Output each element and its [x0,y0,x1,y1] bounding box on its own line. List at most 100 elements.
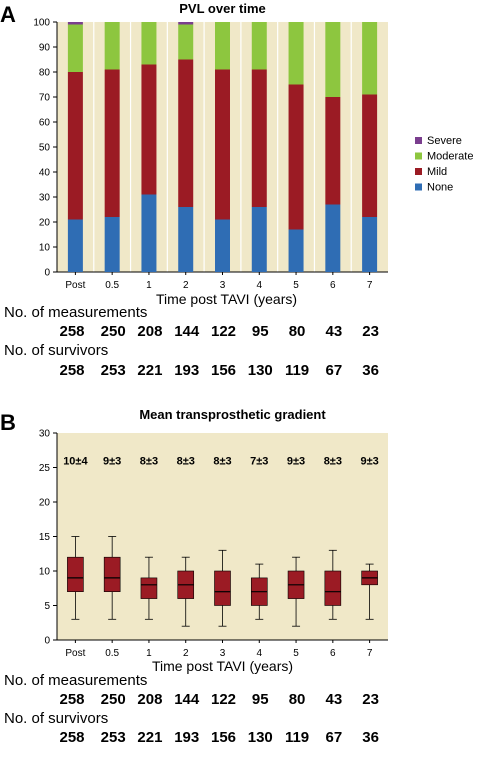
measurement-count-b: 122 [211,691,236,708]
measurement-count-b: 250 [101,691,126,708]
y-tick-label-b: 25 [39,463,51,474]
survivor-count-a: 156 [211,362,236,379]
x-tick-label-b: 6 [330,648,336,659]
y-tick-label-b: 10 [39,567,51,578]
mean-label: 10±4 [63,456,88,468]
y-tick-label-b: 5 [44,601,50,612]
box [214,570,231,606]
measurement-count-a: 258 [59,323,84,340]
survivor-count-b: 156 [211,729,236,746]
x-tick-label-a: 6 [330,280,336,291]
x-tick-label-a: 0.5 [105,280,119,291]
legend-label-mild: Mild [427,166,447,178]
panel-a: A PVL over time 0 10 20 30 40 50 60 70 80 90 100 Post… [0,1,473,379]
bar-none [362,217,378,272]
x-tick-label-a: 7 [367,280,373,291]
measurement-count-b: 95 [252,691,269,708]
x-tick-label-b: 2 [183,648,189,659]
measurement-count-a: 144 [174,323,200,340]
legend-swatch-moderate [415,152,422,160]
x-tick-label-b: Post [65,648,85,659]
y-tick-label-b: 20 [39,498,51,509]
y-tick-label-b: 0 [44,636,50,647]
measurement-count-a: 80 [289,323,306,340]
mean-label: 8±3 [140,456,158,468]
box [324,570,342,606]
x-tick-label-b: 3 [220,648,226,659]
mean-label: 9±3 [103,456,121,468]
bar-mild [178,59,194,207]
survivor-count-a: 253 [101,362,126,379]
mean-label: 8±3 [324,456,342,468]
x-tick-label-b: 7 [367,648,373,659]
bar-none [67,219,83,272]
measurement-count-a: 23 [362,323,379,340]
survivor-count-a: 193 [174,362,199,379]
survivor-count-a: 221 [137,362,162,379]
x-tick-label-b: 0.5 [105,648,119,659]
bar-none [104,217,120,272]
bar-mild [104,69,120,217]
legend-swatch-severe [415,137,422,144]
x-tick-label-b: 4 [256,648,262,659]
mean-label: 8±3 [177,456,195,468]
survivor-count-b: 36 [362,729,379,746]
chart-title-b: Mean transprosthetic gradient [139,407,326,422]
mean-label: 9±3 [287,456,305,468]
box [67,556,84,593]
box [140,577,158,599]
survivors-label-b: No. of survivors [4,710,108,727]
panel-b: B Mean transprosthetic gradient0510152025… [0,407,388,746]
x-axis-label-b: Time post TAVI (years) [152,658,293,674]
measurement-count-b: 80 [289,691,306,708]
legend-swatch-mild [415,168,422,175]
legend-label-moderate: Moderate [427,151,473,163]
survivor-count-b: 193 [174,729,199,746]
y-tick-label-a: 70 [39,93,51,104]
y-tick-label-a: 90 [39,43,51,54]
y-tick-label-a: 20 [39,218,51,229]
panel-letter-a: A [0,2,16,27]
measurement-count-b: 208 [137,691,162,708]
measurement-count-a: 122 [211,323,236,340]
bar-severe [178,22,194,25]
bar-none [141,194,157,272]
bar-moderate [104,22,120,70]
bar-severe [67,22,83,25]
y-tick-label-a: 80 [39,68,51,79]
measurement-count-a: 43 [325,323,342,340]
survivor-count-a: 36 [362,362,379,379]
survivor-count-a: 258 [59,362,84,379]
bar-none [178,207,194,272]
survivor-count-b: 119 [285,729,309,746]
y-tick-label-a: 30 [39,193,51,204]
bar-moderate [215,22,230,70]
mean-label: 8±3 [213,456,231,468]
survivor-count-a: 67 [325,362,342,379]
survivor-count-b: 130 [248,729,273,746]
y-tick-label-a: 10 [39,243,51,254]
survivor-count-b: 67 [325,729,342,746]
survivors-label-a: No. of survivors [4,342,108,359]
bar-mild [67,72,83,220]
y-tick-label-a: 50 [39,143,51,154]
x-axis-label-a: Time post TAVI (years) [156,291,297,307]
mean-label: 7±3 [250,456,268,468]
bar-mild [325,97,341,205]
x-tick-label-a: 3 [220,280,226,291]
bar-moderate [288,22,304,85]
measurements-label-b: No. of measurements [4,672,147,689]
y-tick-label-a: 0 [44,268,50,279]
bar-mild [251,69,267,207]
x-tick-label-a: 1 [146,280,152,291]
bar-moderate [178,24,194,60]
measurement-count-a: 250 [101,323,126,340]
bar-none [288,229,304,272]
survivor-count-a: 130 [248,362,273,379]
x-tick-label-b: 5 [293,648,299,659]
bar-moderate [141,22,157,65]
x-tick-label-a: 5 [293,280,299,291]
legend-swatch-none [415,183,422,191]
bar-mild [215,69,230,220]
bar-mild [141,64,157,195]
